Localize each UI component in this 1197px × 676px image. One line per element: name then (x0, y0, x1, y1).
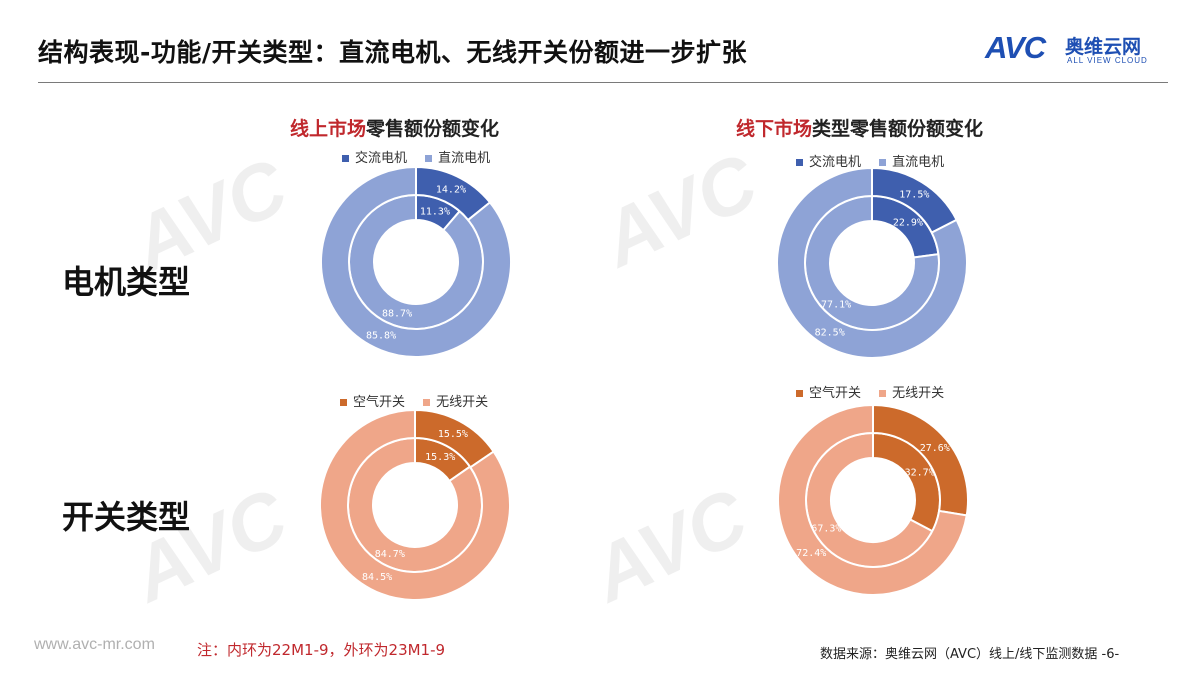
legend-label: 无线开关 (892, 386, 945, 401)
donut-slice-outer-1 (320, 165, 512, 358)
legend-swatch (796, 390, 803, 397)
legend-label: 直流电机 (892, 155, 945, 170)
header-divider (38, 82, 1168, 83)
chart-title-offline-rest: 类型零售额份额变化 (812, 118, 984, 140)
legend-label: 空气开关 (809, 386, 862, 401)
legend-offline-motor: 交流电机 直流电机 (796, 151, 958, 170)
legend-swatch (879, 159, 887, 166)
legend-swatch (423, 399, 431, 406)
legend-item: 交流电机 (796, 151, 861, 170)
legend-online-switch: 空气开关 无线开关 (340, 391, 502, 410)
donut-chart-online-motor: 11.3% 88.7% 14.2% 85.8% (320, 165, 512, 358)
donut-label-outer-1: 84.5% (362, 572, 392, 583)
donut-label-outer-0: 15.5% (438, 429, 468, 440)
logo-name-en: ALL VIEW CLOUD (1067, 56, 1148, 65)
donut-chart-offline-switch: 32.7% 67.3% 27.6% 72.4% (777, 403, 969, 596)
donut-label-outer-0: 27.6% (920, 443, 950, 454)
legend-swatch (342, 155, 349, 162)
donut-label-outer-0: 14.2% (436, 184, 466, 195)
legend-item: 交流电机 (342, 147, 407, 166)
donut-label-inner-1: 77.1% (821, 299, 851, 310)
legend-label: 空气开关 (353, 395, 406, 410)
page-title: 结构表现-功能/开关类型：直流电机、无线开关份额进一步扩张 (38, 38, 748, 67)
donut-label-outer-0: 17.5% (899, 189, 929, 200)
legend-item: 空气开关 (796, 382, 861, 401)
chart-title-offline: 线下市场类型零售额份额变化 (736, 114, 983, 141)
chart-title-online: 线上市场零售额份额变化 (290, 114, 499, 141)
donut-label-inner-0: 32.7% (905, 467, 935, 478)
legend-label: 交流电机 (355, 151, 408, 166)
legend-label: 交流电机 (809, 155, 862, 170)
legend-swatch (796, 159, 803, 166)
donut-chart-online-switch: 15.3% 84.7% 15.5% 84.5% (319, 408, 511, 601)
donut-label-inner-1: 84.7% (375, 549, 405, 560)
donut-label-outer-1: 85.8% (366, 331, 396, 342)
legend-swatch (879, 390, 887, 397)
row-label-motor: 电机类型 (62, 263, 191, 301)
donut-label-inner-1: 67.3% (811, 524, 841, 535)
legend-offline-switch: 空气开关 无线开关 (796, 382, 958, 401)
chart-title-online-rest: 零售额份额变化 (366, 118, 500, 140)
footer-source: 数据来源：奥维云网（AVC）线上/线下监测数据 -6- (820, 647, 1120, 662)
watermark: AVC (588, 136, 770, 284)
donut-label-inner-0: 11.3% (420, 206, 450, 217)
avc-logo: AVC 奥维云网 ALL VIEW CLOUD (985, 30, 1165, 70)
donut-label-inner-0: 22.9% (893, 218, 923, 229)
donut-slice-outer-1 (776, 166, 968, 359)
donut-chart-offline-motor: 22.9% 77.1% 17.5% 82.5% (776, 166, 968, 359)
chart-title-offline-highlight: 线下市场 (736, 118, 813, 140)
footer-url: www.avc-mr.com (34, 636, 155, 653)
legend-item: 空气开关 (340, 391, 405, 410)
donut-slice-outer-1 (319, 408, 511, 601)
logo-name-cn: 奥维云网 (1065, 36, 1142, 58)
donut-label-inner-1: 88.7% (382, 309, 412, 320)
footer-note: 注：内环为22M1-9，外环为23M1-9 (197, 641, 446, 659)
donut-slice-outer-1 (777, 403, 968, 596)
chart-title-online-highlight: 线上市场 (290, 118, 367, 140)
legend-item: 直流电机 (879, 151, 944, 170)
row-label-switch: 开关类型 (62, 498, 191, 536)
legend-label: 无线开关 (436, 395, 489, 410)
legend-online-motor: 交流电机 直流电机 (342, 147, 504, 166)
donut-label-outer-1: 72.4% (796, 548, 826, 559)
legend-swatch (425, 155, 433, 162)
donut-label-inner-0: 15.3% (425, 452, 455, 463)
watermark: AVC (578, 471, 760, 619)
donut-label-outer-1: 82.5% (815, 328, 845, 339)
legend-swatch (340, 399, 347, 406)
legend-label: 直流电机 (438, 151, 491, 166)
legend-item: 无线开关 (423, 391, 488, 410)
legend-item: 无线开关 (879, 382, 944, 401)
legend-item: 直流电机 (425, 147, 490, 166)
logo-brand: AVC (985, 30, 1046, 65)
